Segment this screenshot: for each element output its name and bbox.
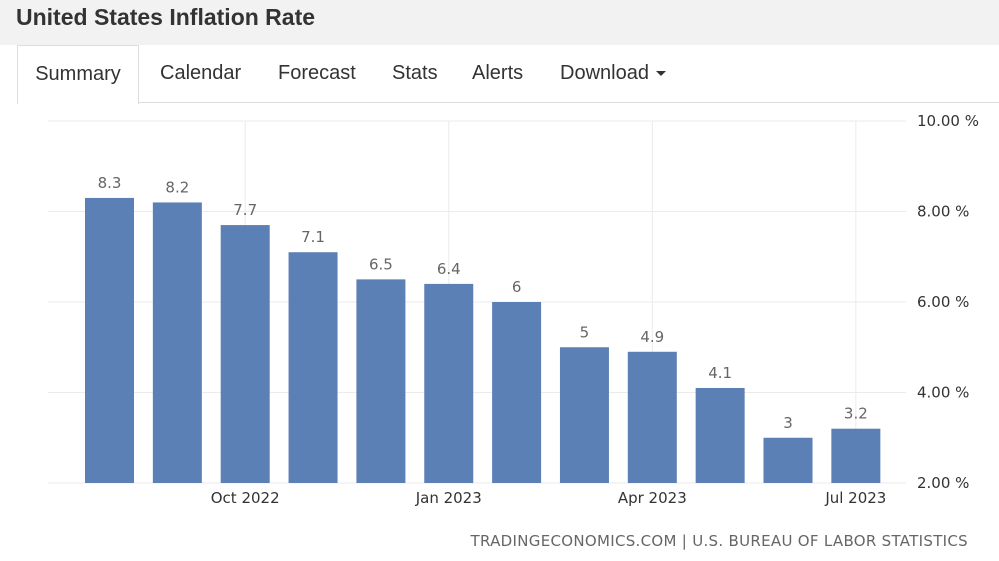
bar [85,197,134,484]
tab-alerts[interactable]: Alerts [472,62,524,84]
tab-download[interactable]: Download [560,45,666,102]
bar [695,387,745,483]
bar-value-label: 6.5 [369,255,393,273]
page-header: United States Inflation Rate [0,0,999,45]
page-title: United States Inflation Rate [16,4,316,30]
y-tick-label: 8.00 % [917,203,969,221]
bar [559,347,609,483]
bar-value-label: 3.2 [844,405,868,423]
bar-value-label: 8.2 [165,178,189,196]
bar-value-label: 7.1 [301,228,325,246]
y-tick-label: 6.00 % [917,293,969,311]
tab-download-label: Download [560,62,649,84]
bar-value-label: 8.3 [98,174,122,192]
bar [220,225,270,483]
x-tick-label: Oct 2022 [211,489,280,507]
bar-value-label: 3 [783,414,793,432]
tab-summary[interactable]: Summary [17,45,139,104]
bar-value-label: 4.9 [640,328,664,346]
bar [627,351,677,483]
bar [424,283,474,483]
y-tick-label: 2.00 % [917,474,969,492]
bar-value-label: 5 [580,323,590,341]
bar [152,202,202,483]
bar [288,252,338,483]
tab-calendar[interactable]: Calendar [160,62,242,84]
source-attribution: TRADINGECONOMICS.COM | U.S. BUREAU OF LA… [470,532,968,550]
y-tick-label: 10.00 % [917,112,979,130]
bar-value-label: 6 [512,278,522,296]
bar-value-label: 6.4 [437,260,461,278]
bar [763,437,813,483]
bar [831,428,881,483]
tab-bar [0,45,999,103]
chevron-down-icon [655,71,666,77]
bar [492,302,542,483]
x-tick-label: Apr 2023 [618,489,687,507]
bar-value-label: 4.1 [708,364,732,382]
tab-bar-divider [138,102,999,103]
tab-forecast[interactable]: Forecast [278,62,356,84]
x-tick-label: Jul 2023 [824,489,886,507]
x-tick-label: Jan 2023 [415,489,482,507]
bar [356,279,406,483]
inflation-bar-chart: 8.3 8.2 7.7 7.1 6.5 6.4 6 5 4.9 4.1 3 3.2 Oct 2022 Ja… [48,112,979,507]
tab-stats[interactable]: Stats [392,62,438,84]
y-tick-label: 4.00 % [917,384,969,402]
bar-value-label: 7.7 [233,201,257,219]
